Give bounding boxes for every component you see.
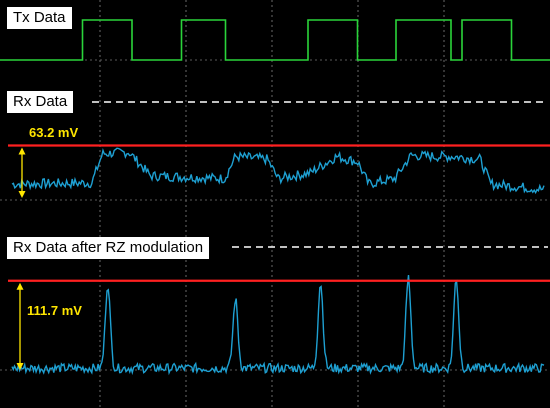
- amplitude-arrows: [16, 147, 26, 370]
- rx-trace: [11, 147, 545, 195]
- rz-amplitude-arrow-head-bottom: [16, 363, 24, 370]
- rx-panel-label: Rx Data: [7, 91, 74, 113]
- threshold-lines: [8, 144, 550, 282]
- rz-amplitude-label: 111.7 mV: [27, 303, 82, 318]
- panel-dashed-markers: [92, 101, 548, 248]
- tx-square-wave: [0, 19, 550, 61]
- rx-amplitude-arrow-head-top: [18, 147, 26, 155]
- tx-panel-label: Tx Data: [7, 7, 72, 29]
- rz-amplitude-arrow-head-top: [16, 282, 24, 290]
- rz-trace: [11, 275, 545, 376]
- rx-amplitude-label: 63.2 mV: [29, 125, 79, 140]
- rz-panel-label: Rx Data after RZ modulation: [7, 237, 210, 259]
- rx-amplitude-arrow-head-bottom: [18, 191, 26, 198]
- traces: [0, 19, 550, 376]
